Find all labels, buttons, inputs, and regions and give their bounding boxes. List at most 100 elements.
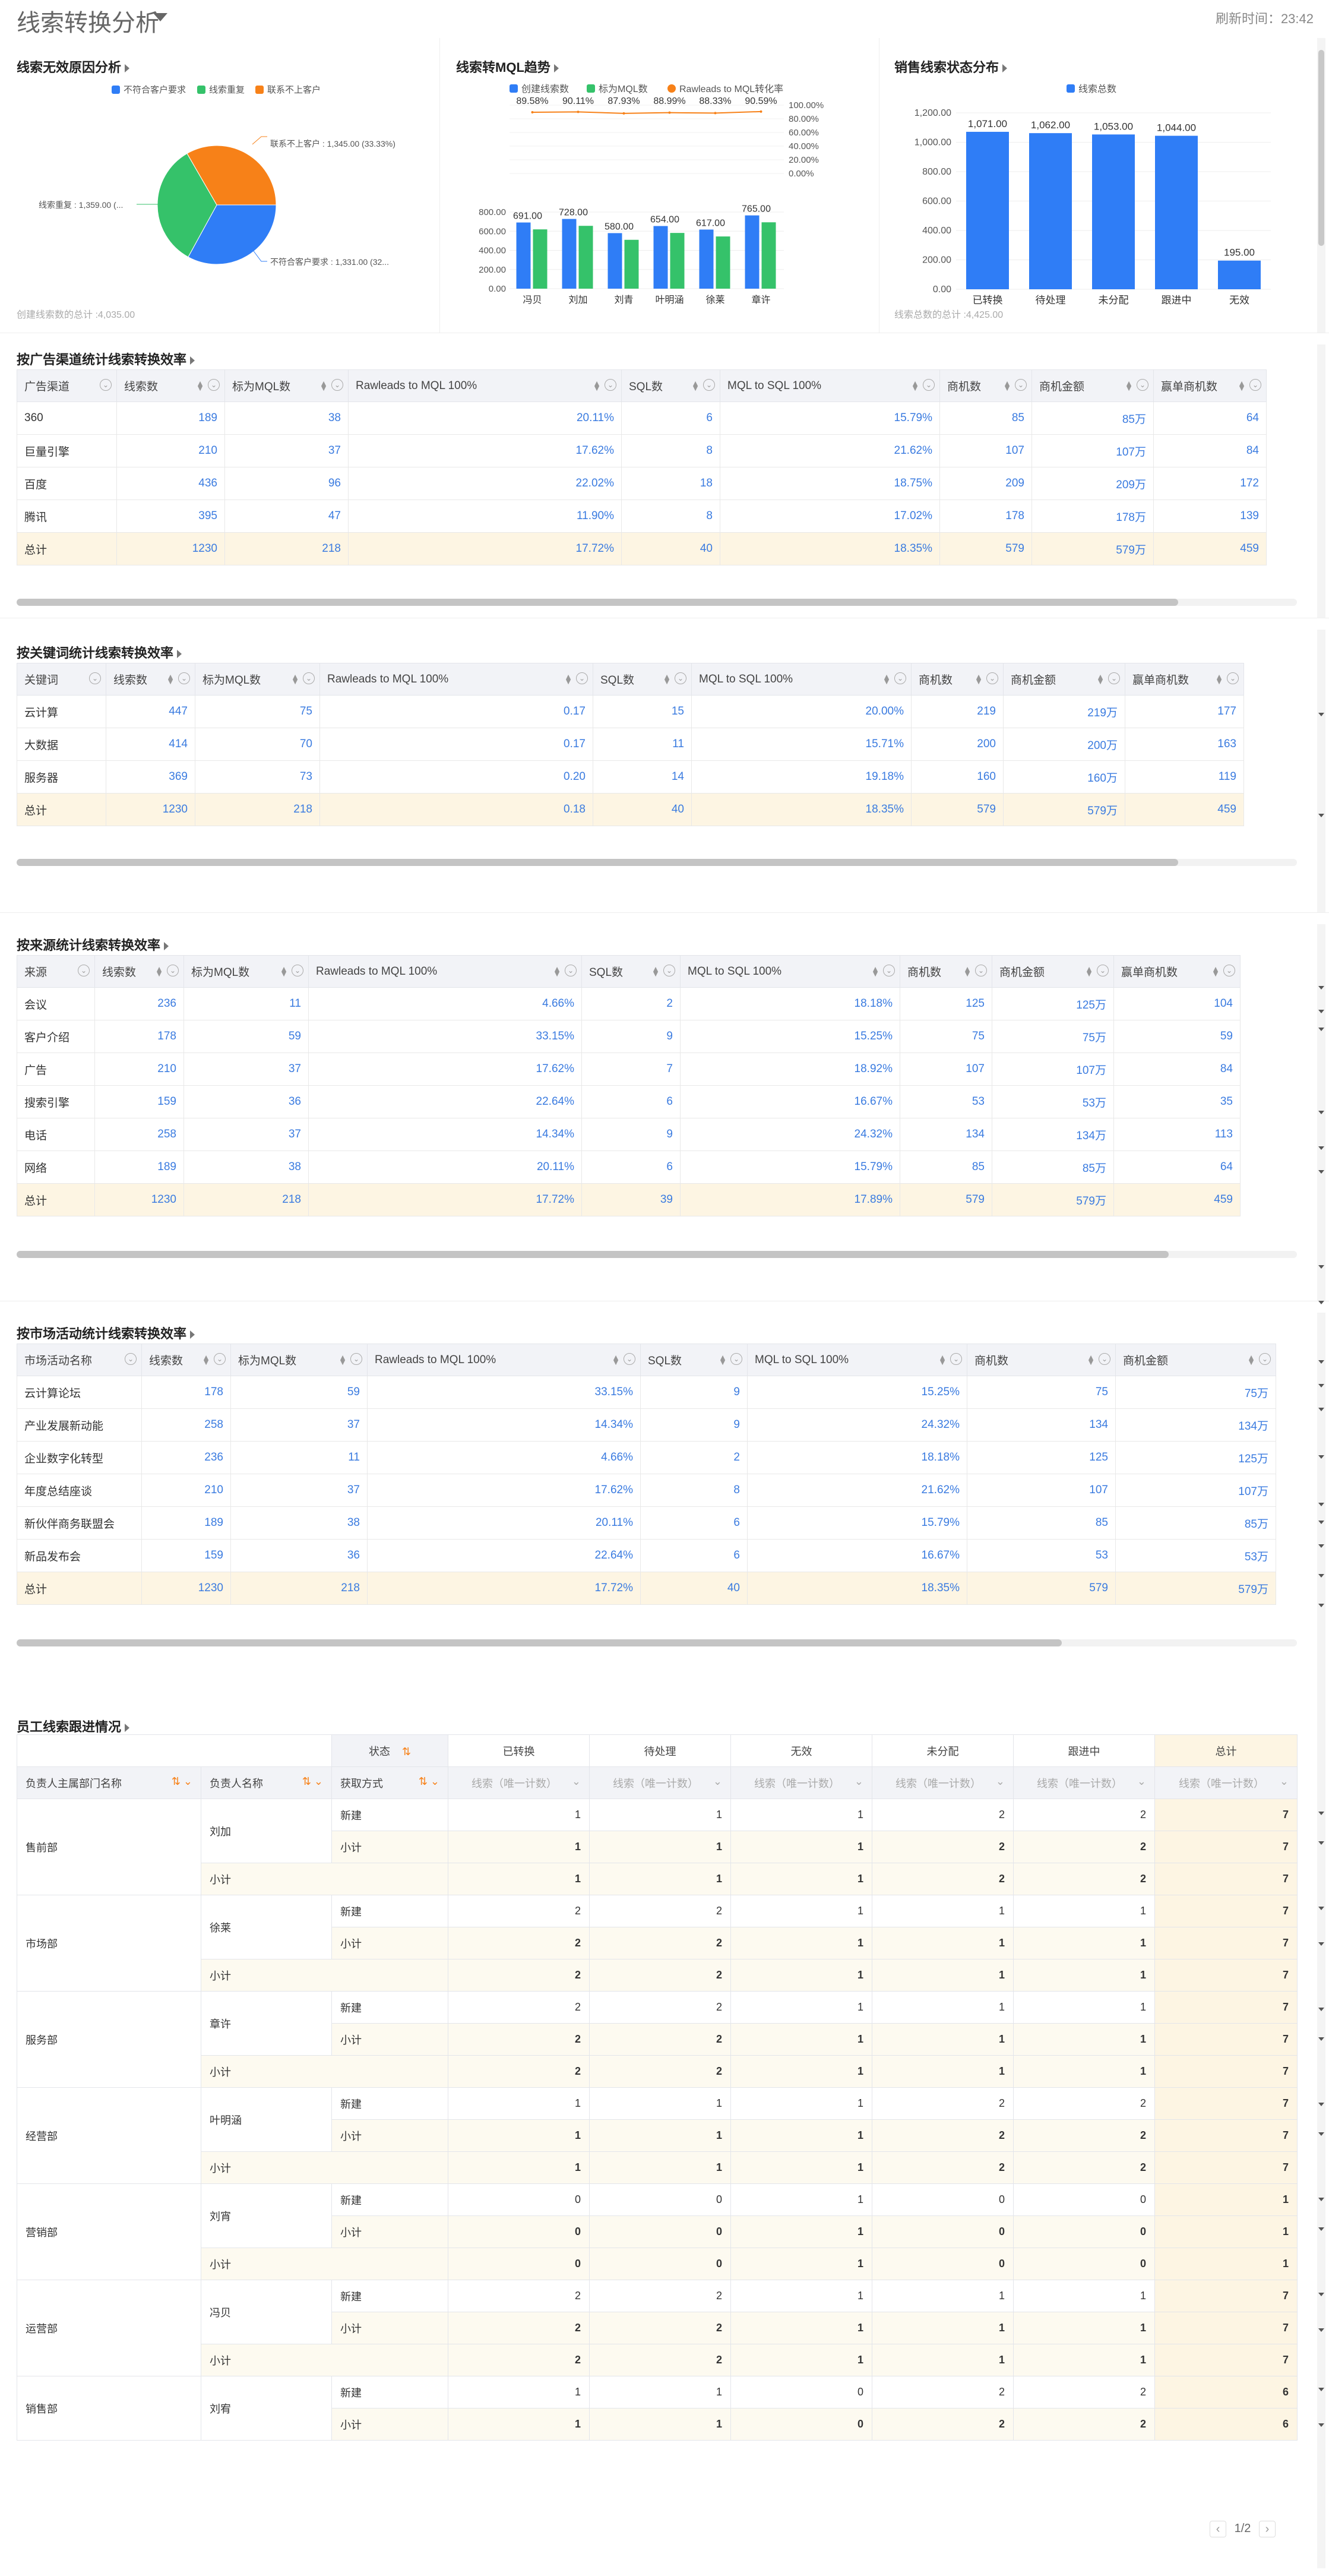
table-cell[interactable]: 17.02% <box>720 500 940 533</box>
column-header[interactable]: 赢单商机数 ▲ ▼ ⌄ <box>1153 369 1267 402</box>
trend-title[interactable]: 线索转MQL趋势 <box>456 57 559 76</box>
table-cell[interactable]: 85 <box>967 1506 1116 1540</box>
table-cell[interactable]: 134万 <box>992 1118 1114 1151</box>
table-cell[interactable]: 20.11% <box>308 1150 582 1184</box>
table-cell[interactable]: 70 <box>195 728 320 761</box>
table-cell[interactable]: 210 <box>94 1052 184 1086</box>
table-cell[interactable]: 258 <box>94 1118 184 1151</box>
table-cell[interactable]: 8 <box>621 500 720 533</box>
value-cell[interactable]: 1 <box>448 1831 590 1863</box>
filter-icon[interactable]: ⌄ <box>1108 672 1120 684</box>
table-cell[interactable]: 160万 <box>1003 760 1125 794</box>
filter-icon[interactable]: ⌄ <box>571 1775 581 1787</box>
table-cell[interactable]: 22.02% <box>348 467 622 500</box>
table-cell[interactable]: 579万 <box>1115 1572 1276 1605</box>
column-header[interactable]: Rawleads to MQL 100% ▲ ▼ ⌄ <box>319 663 593 696</box>
filter-icon[interactable]: ⌄ <box>576 672 588 684</box>
table-cell[interactable]: 9 <box>581 1118 681 1151</box>
value-cell[interactable]: 1 <box>589 1799 731 1831</box>
table-cell[interactable]: 15.71% <box>691 728 912 761</box>
table-cell[interactable]: 38 <box>224 402 349 435</box>
table-cell[interactable]: 178 <box>939 500 1032 533</box>
column-header[interactable]: Rawleads to MQL 100% ▲ ▼ ⌄ <box>348 369 622 402</box>
table-cell[interactable]: 6 <box>621 402 720 435</box>
column-header[interactable]: 线索数 ▲ ▼ ⌄ <box>94 955 184 988</box>
sort-icon[interactable]: ▲ ▼ <box>1215 672 1223 686</box>
value-cell[interactable]: 2 <box>448 2312 590 2344</box>
table-cell[interactable]: 18.35% <box>691 793 912 826</box>
rate-point[interactable] <box>622 112 625 115</box>
table-cell[interactable]: 53万 <box>992 1085 1114 1118</box>
table-cell[interactable]: 17.72% <box>348 532 622 565</box>
filter-icon[interactable]: ⌄ <box>995 1775 1005 1787</box>
table-cell[interactable]: 104 <box>1113 987 1241 1020</box>
table-cell[interactable]: 11 <box>230 1441 368 1474</box>
column-header[interactable]: 线索数 ▲ ▼ ⌄ <box>106 663 195 696</box>
table-cell[interactable]: 40 <box>593 793 692 826</box>
table-cell[interactable]: 219万 <box>1003 695 1125 728</box>
table-cell[interactable]: 84 <box>1153 434 1267 467</box>
filter-icon[interactable]: ⌄ <box>986 672 998 684</box>
value-cell[interactable]: 2 <box>1013 1863 1155 1895</box>
sort-icon[interactable]: ▲ ▼ <box>196 378 204 393</box>
table-cell[interactable]: 59 <box>183 1020 309 1053</box>
table-cell[interactable]: 8 <box>621 434 720 467</box>
sort-icon[interactable]: ▲ ▼ <box>938 1352 947 1367</box>
bar-created[interactable] <box>562 219 577 289</box>
value-cell[interactable]: 0 <box>872 2248 1014 2280</box>
value-cell[interactable]: 2 <box>448 2280 590 2312</box>
filter-icon[interactable]: ⌄ <box>1279 1775 1289 1787</box>
value-cell[interactable]: 2 <box>872 1831 1014 1863</box>
table-cell[interactable]: 15.79% <box>720 402 940 435</box>
bar-mql[interactable] <box>716 236 730 289</box>
column-header[interactable]: Rawleads to MQL 100% ▲ ▼ ⌄ <box>367 1344 641 1376</box>
value-cell[interactable]: 7 <box>1154 1799 1298 1831</box>
table-cell[interactable]: 579 <box>900 1183 992 1216</box>
bar-created[interactable] <box>745 215 760 289</box>
column-header[interactable]: 赢单商机数 ▲ ▼ ⌄ <box>1125 663 1244 696</box>
value-cell[interactable]: 7 <box>1154 1831 1298 1863</box>
filter-icon[interactable]: ⌄ <box>950 1353 962 1365</box>
filter-icon[interactable]: ⌄ <box>1099 1353 1110 1365</box>
value-cell[interactable]: 1 <box>589 2151 731 2184</box>
bar-created[interactable] <box>516 222 531 289</box>
value-cell[interactable]: 1 <box>1013 2344 1155 2376</box>
table-cell[interactable]: 37 <box>183 1052 309 1086</box>
value-cell[interactable]: 1 <box>872 2312 1014 2344</box>
table-cell[interactable]: 18.18% <box>680 987 900 1020</box>
sort-icon[interactable]: ▲ ▼ <box>564 672 572 686</box>
table-cell[interactable]: 17.62% <box>367 1474 641 1507</box>
measure-header[interactable]: 线索（唯一计数） ⌄ <box>448 1766 590 1799</box>
sort-icon[interactable]: ▲ ▼ <box>202 1352 210 1367</box>
table-cell[interactable]: 414 <box>106 728 195 761</box>
value-cell[interactable]: 2 <box>1013 2119 1155 2152</box>
table-cell[interactable]: 16.67% <box>747 1539 967 1572</box>
value-cell[interactable]: 2 <box>1013 2376 1155 2409</box>
value-cell[interactable]: 2 <box>872 1799 1014 1831</box>
rate-point[interactable] <box>577 110 580 113</box>
bar-mql[interactable] <box>761 222 776 289</box>
sort-filter-icon[interactable]: ⇅ ⌄ <box>418 1775 439 1787</box>
table-cell[interactable]: 15 <box>593 695 692 728</box>
table-cell[interactable]: 125 <box>967 1441 1116 1474</box>
table-cell[interactable]: 107万 <box>1115 1474 1276 1507</box>
value-cell[interactable]: 1 <box>730 1927 872 1959</box>
value-cell[interactable]: 7 <box>1154 2055 1298 2088</box>
value-cell[interactable]: 0 <box>589 2215 731 2248</box>
measure-header[interactable]: 线索（唯一计数） ⌄ <box>1013 1766 1155 1799</box>
table-cell[interactable]: 436 <box>116 467 225 500</box>
value-cell[interactable]: 7 <box>1154 1991 1298 2024</box>
value-cell[interactable]: 1 <box>730 1863 872 1895</box>
value-cell[interactable]: 1 <box>872 1959 1014 1992</box>
next-page-button[interactable]: › <box>1259 2521 1276 2537</box>
value-cell[interactable]: 2 <box>872 2087 1014 2120</box>
sort-icon[interactable]: ▲ ▼ <box>691 378 700 393</box>
value-cell[interactable]: 2 <box>448 2055 590 2088</box>
table-cell[interactable]: 20.11% <box>348 402 622 435</box>
status-column-header[interactable]: 已转换 <box>448 1734 590 1767</box>
filter-icon[interactable]: ⌄ <box>923 379 935 391</box>
value-cell[interactable]: 1 <box>448 1863 590 1895</box>
value-cell[interactable]: 2 <box>589 2280 731 2312</box>
value-cell[interactable]: 2 <box>872 2408 1014 2441</box>
table-cell[interactable]: 1230 <box>141 1572 231 1605</box>
